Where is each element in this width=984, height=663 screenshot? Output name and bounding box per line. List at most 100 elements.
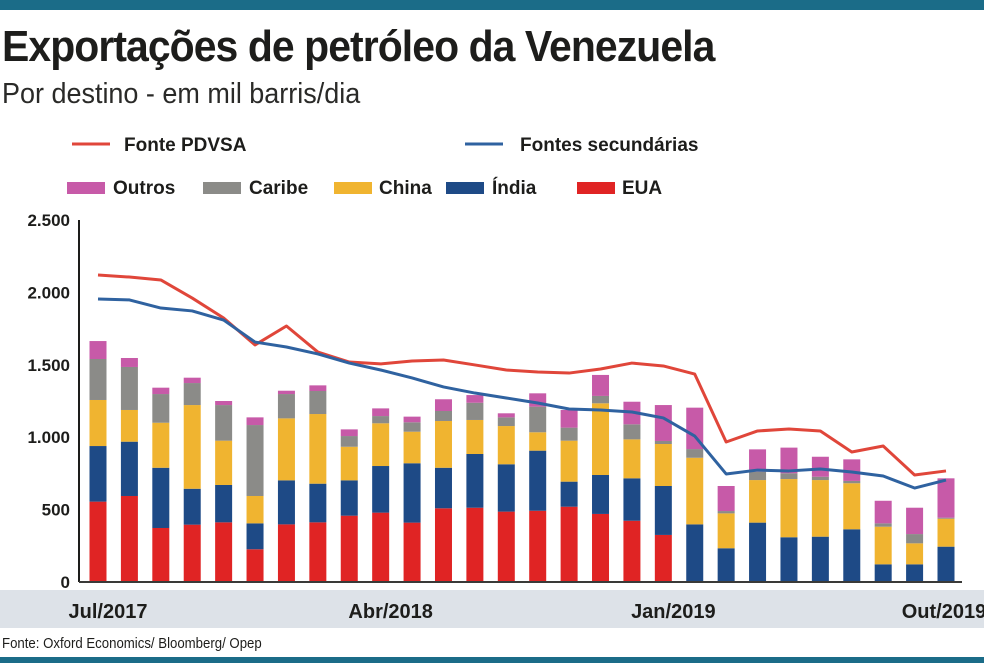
bar-caribe-17 (623, 424, 641, 440)
bar-caribe-25 (874, 523, 892, 527)
bar-china-6 (277, 418, 295, 481)
bar-caribe-10 (403, 422, 421, 432)
bar-china-9 (372, 423, 390, 467)
bar-ndia-15 (560, 481, 578, 507)
legend-label-secundarias: Fontes secundárias (520, 135, 698, 156)
bar-eua-13 (497, 511, 515, 582)
bar-china-7 (309, 414, 327, 484)
bar-eua-6 (277, 524, 295, 582)
bar-ndia-10 (403, 463, 421, 523)
bar-eua-1 (120, 495, 138, 582)
bar-caribe-3 (183, 383, 201, 406)
bar-eua-2 (152, 527, 170, 582)
bar-china-11 (434, 420, 452, 468)
bars (79, 341, 962, 583)
legend-swatch-caribe (203, 182, 241, 194)
bar-ndia-0 (89, 446, 107, 502)
y-tick-label: 1.500 (27, 356, 70, 375)
y-tick-label: 2.500 (27, 211, 70, 230)
bar-china-22 (780, 479, 798, 538)
bar-ndia-7 (309, 483, 327, 523)
lines (97, 273, 947, 490)
legend-label-caribe: Caribe (249, 178, 308, 199)
legend-swatch-china (334, 182, 372, 194)
bar-caribe-15 (560, 427, 578, 441)
bar-china-14 (529, 432, 547, 451)
bar-china-12 (466, 419, 484, 454)
bar-caribe-2 (152, 394, 170, 423)
bar-eua-11 (434, 508, 452, 582)
bar-ndia-24 (843, 529, 861, 582)
legend-swatch-eua (577, 182, 615, 194)
legend-label-eua: EUA (622, 178, 662, 199)
bar-outros-0 (89, 341, 107, 360)
bar-eua-3 (183, 524, 201, 582)
bar-outros-27 (937, 478, 955, 518)
bar-china-13 (497, 426, 515, 465)
bar-caribe-4 (215, 405, 233, 441)
bar-outros-4 (215, 401, 233, 406)
bar-ndia-27 (937, 546, 955, 582)
x-tick-label: Abr/2018 (348, 601, 433, 623)
bar-outros-11 (434, 399, 452, 411)
y-tick-label: 500 (42, 501, 70, 520)
bar-outros-8 (340, 429, 358, 437)
bar-eua-12 (466, 507, 484, 582)
bar-outros-24 (843, 459, 861, 481)
bar-outros-23 (811, 456, 829, 477)
legend-label-india: Índia (492, 177, 537, 199)
y-tick-label: 0 (61, 573, 70, 592)
bar-caribe-23 (811, 476, 829, 481)
line-fontes-secundarias (97, 297, 947, 490)
bar-ndia-6 (277, 480, 295, 525)
bar-outros-21 (749, 449, 767, 472)
legend-swatch-india (446, 182, 484, 194)
bar-ndia-5 (246, 523, 264, 550)
bar-eua-14 (529, 510, 547, 582)
bar-outros-7 (309, 385, 327, 392)
bar-caribe-18 (654, 440, 672, 445)
bar-china-10 (403, 431, 421, 464)
legend-label-china: China (379, 178, 432, 199)
bar-outros-13 (497, 413, 515, 418)
bar-eua-4 (215, 522, 233, 582)
bar-outros-20 (717, 485, 735, 512)
bar-eua-7 (309, 522, 327, 582)
bar-caribe-0 (89, 359, 107, 400)
bar-ndia-26 (906, 564, 924, 582)
x-tick-label: Jul/2017 (69, 601, 148, 623)
bar-caribe-16 (592, 395, 610, 404)
x-tick-label: Jan/2019 (631, 601, 716, 623)
bar-ndia-2 (152, 467, 170, 528)
x-axis: Jul/2017 Abr/2018 Jan/2019 Out/2019 (69, 601, 984, 623)
bar-outros-6 (277, 390, 295, 395)
bar-china-18 (654, 444, 672, 486)
bar-outros-18 (654, 405, 672, 441)
bar-ndia-1 (120, 441, 138, 496)
bar-china-26 (906, 543, 924, 565)
y-tick-label: 1.000 (27, 428, 70, 447)
bar-ndia-20 (717, 548, 735, 582)
bar-eua-18 (654, 534, 672, 582)
bar-outros-3 (183, 377, 201, 384)
bar-ndia-21 (749, 522, 767, 582)
bar-china-0 (89, 399, 107, 447)
bar-caribe-21 (749, 471, 767, 481)
bar-outros-19 (686, 407, 704, 450)
bar-caribe-8 (340, 436, 358, 447)
bar-caribe-6 (277, 394, 295, 419)
bar-caribe-7 (309, 391, 327, 415)
bar-caribe-9 (372, 416, 390, 424)
bar-china-3 (183, 405, 201, 489)
bar-china-5 (246, 495, 264, 524)
bar-caribe-22 (780, 473, 798, 480)
bar-eua-10 (403, 522, 421, 582)
bar-ndia-12 (466, 453, 484, 508)
legend-swatch-outros (67, 182, 105, 194)
bar-ndia-16 (592, 474, 610, 514)
bar-eua-16 (592, 513, 610, 582)
bar-eua-0 (89, 501, 107, 582)
bar-china-2 (152, 422, 170, 468)
bar-caribe-19 (686, 449, 704, 458)
